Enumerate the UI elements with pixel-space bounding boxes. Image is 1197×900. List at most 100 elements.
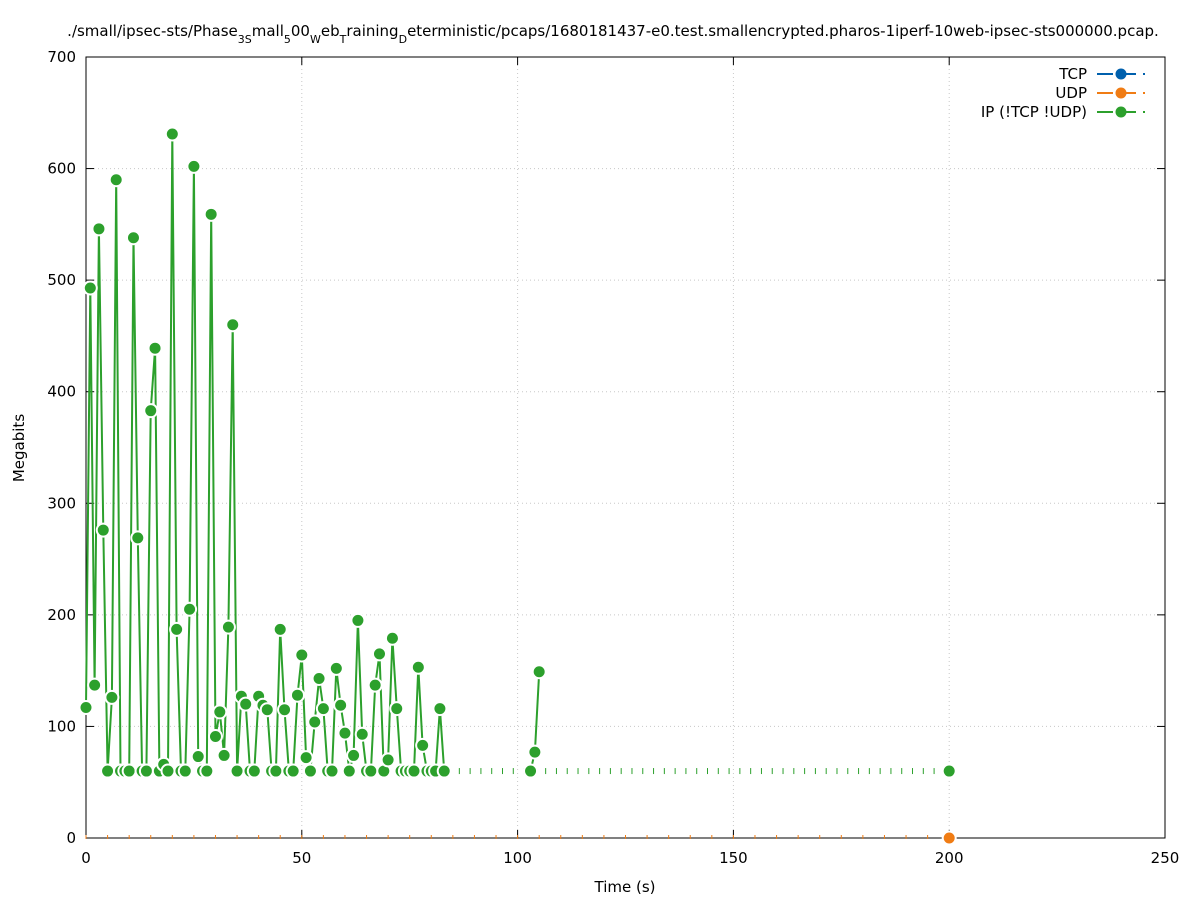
data-point <box>177 763 193 779</box>
data-point <box>246 763 262 779</box>
y-tick-label: 600 <box>47 160 76 178</box>
data-point <box>389 701 405 717</box>
series-layer <box>78 126 957 846</box>
data-point <box>324 763 340 779</box>
data-point <box>410 659 426 675</box>
data-point <box>182 601 198 617</box>
data-point <box>259 702 275 718</box>
data-point <box>207 728 223 744</box>
data-point <box>104 689 120 705</box>
y-tick-label: 200 <box>47 606 76 624</box>
data-point <box>333 697 349 713</box>
data-point <box>354 726 370 742</box>
x-tick-label: 150 <box>719 849 748 867</box>
data-point <box>78 699 94 715</box>
data-point <box>100 763 116 779</box>
data-point <box>164 126 180 142</box>
data-point <box>229 763 245 779</box>
data-point <box>941 830 957 846</box>
data-point <box>406 763 422 779</box>
x-tick-label: 100 <box>503 849 532 867</box>
data-point <box>203 206 219 222</box>
data-point <box>371 646 387 662</box>
data-point <box>346 747 362 763</box>
y-tick-label: 300 <box>47 494 76 512</box>
data-point <box>138 763 154 779</box>
udp-baseline-ticks <box>85 835 950 839</box>
data-point <box>91 221 107 237</box>
x-tick-label: 250 <box>1151 849 1180 867</box>
data-point <box>238 696 254 712</box>
legend-marker <box>1115 87 1127 99</box>
x-axis-title: Time (s) <box>594 878 656 896</box>
x-tick-label: 200 <box>935 849 964 867</box>
data-point <box>125 230 141 246</box>
legend-marker <box>1115 106 1127 118</box>
series-1 <box>941 830 957 846</box>
data-point <box>363 763 379 779</box>
data-point <box>384 630 400 646</box>
y-tick-label: 100 <box>47 717 76 735</box>
plot-frame <box>85 56 1166 839</box>
data-point <box>216 747 232 763</box>
legend-marker <box>1115 68 1127 80</box>
data-point <box>95 522 111 538</box>
data-point <box>272 621 288 637</box>
data-point <box>87 677 103 693</box>
data-point <box>225 317 241 333</box>
data-point <box>130 530 146 546</box>
data-point <box>186 158 202 174</box>
data-point <box>160 763 176 779</box>
data-point <box>311 670 327 686</box>
x-tick-label: 0 <box>81 849 91 867</box>
series-2 <box>78 126 957 779</box>
data-point <box>315 701 331 717</box>
legend-label: UDP <box>1055 84 1087 102</box>
y-axis-title: Megabits <box>10 414 28 482</box>
legend-label: TCP <box>1058 65 1087 83</box>
data-point <box>169 621 185 637</box>
data-point <box>199 763 215 779</box>
axes: 0 50 100 150 200 250 0 100 200 300 400 500 600 700 <box>47 48 1179 867</box>
data-point <box>436 763 452 779</box>
data-point <box>432 701 448 717</box>
data-point <box>190 749 206 765</box>
data-point <box>143 403 159 419</box>
data-point <box>298 750 314 766</box>
data-point <box>941 763 957 779</box>
data-point <box>415 737 431 753</box>
grid <box>86 57 1165 838</box>
chart-title: ./small/ipsec-sts/Phase3Small500WebTrain… <box>67 22 1159 46</box>
data-point <box>341 763 357 779</box>
data-point <box>302 763 318 779</box>
data-point <box>328 660 344 676</box>
y-tick-label: 400 <box>47 383 76 401</box>
y-tick-label: 700 <box>47 48 76 66</box>
data-point <box>268 763 284 779</box>
data-point <box>380 752 396 768</box>
data-point <box>121 763 137 779</box>
data-point <box>147 340 163 356</box>
data-point <box>82 280 98 296</box>
x-tick-label: 50 <box>292 849 311 867</box>
ip-baseline-ticks <box>448 768 946 775</box>
data-point <box>108 172 124 188</box>
data-point <box>523 763 539 779</box>
data-point <box>307 714 323 730</box>
data-point <box>277 702 293 718</box>
y-tick-label: 0 <box>66 829 76 847</box>
legend-label: IP (!TCP !UDP) <box>981 103 1087 121</box>
y-tick-label: 500 <box>47 271 76 289</box>
data-point <box>527 744 543 760</box>
data-point <box>337 725 353 741</box>
data-point <box>367 677 383 693</box>
data-point <box>220 619 236 635</box>
data-point <box>289 687 305 703</box>
data-point <box>350 612 366 628</box>
data-point <box>285 763 301 779</box>
data-point <box>531 664 547 680</box>
data-point <box>212 704 228 720</box>
data-point <box>294 647 310 663</box>
